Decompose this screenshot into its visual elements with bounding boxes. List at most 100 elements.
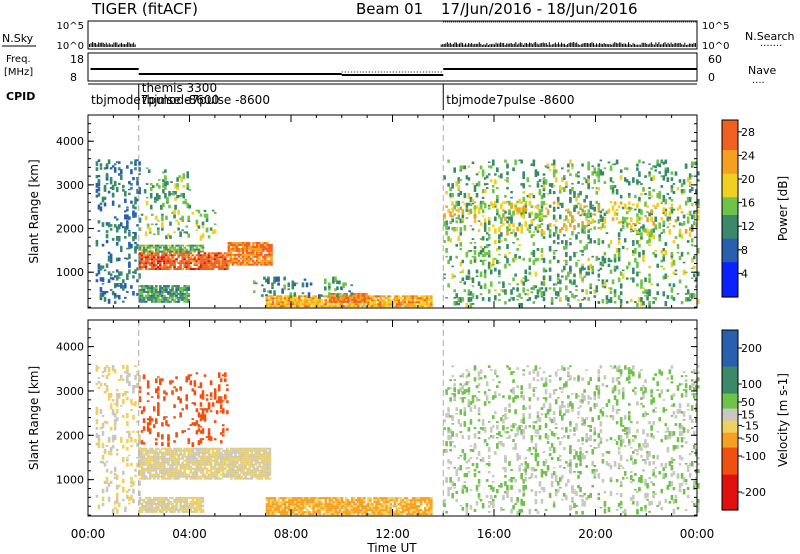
data-cell — [253, 253, 257, 256]
data-cell — [357, 296, 361, 299]
data-cell — [191, 418, 195, 421]
data-cell — [518, 302, 521, 307]
data-cell — [163, 262, 166, 265]
data-cell — [227, 242, 231, 245]
data-cell — [467, 177, 471, 181]
data-cell — [542, 230, 546, 236]
data-cell — [634, 223, 637, 225]
data-cell — [217, 264, 221, 267]
data-cell — [185, 498, 189, 501]
data-cell — [542, 179, 546, 185]
data-cell — [243, 247, 247, 250]
data-cell — [285, 301, 289, 304]
data-cell — [265, 294, 268, 297]
data-cell — [115, 508, 119, 514]
data-cell — [387, 301, 391, 304]
data-cell — [483, 259, 487, 262]
data-cell — [181, 510, 184, 513]
data-cell — [187, 473, 191, 476]
data-cell — [630, 299, 633, 303]
data-cell — [415, 299, 419, 302]
data-cell — [538, 179, 542, 182]
data-cell — [187, 262, 191, 265]
data-cell — [203, 447, 207, 450]
data-cell — [122, 486, 125, 493]
data-cell — [140, 449, 144, 452]
data-cell — [226, 384, 229, 387]
data-cell — [157, 219, 160, 222]
data-cell — [240, 455, 243, 458]
data-cell — [479, 293, 483, 296]
data-cell — [203, 457, 207, 460]
data-cell — [97, 263, 101, 270]
data-cell — [494, 200, 497, 206]
data-cell — [142, 447, 146, 450]
data-cell — [201, 244, 205, 247]
data-cell — [138, 161, 141, 166]
data-cell — [177, 209, 180, 215]
data-cell — [473, 215, 477, 219]
data-cell — [252, 471, 256, 474]
data-cell — [589, 283, 593, 288]
data-cell — [471, 238, 475, 241]
data-cell — [130, 186, 133, 190]
data-cell — [201, 449, 205, 452]
data-cell — [181, 504, 184, 507]
data-cell — [469, 259, 473, 265]
data-cell — [203, 473, 207, 476]
data-cell — [171, 496, 174, 499]
data-cell — [146, 260, 150, 263]
data-cell — [305, 282, 309, 288]
data-cell — [148, 459, 152, 462]
data-cell — [241, 257, 245, 260]
data-cell — [267, 290, 270, 293]
data-cell — [173, 500, 176, 503]
data-cell — [199, 426, 203, 428]
data-cell — [540, 213, 544, 215]
data-cell — [185, 502, 189, 505]
data-cell — [187, 467, 191, 470]
data-cell — [229, 247, 233, 250]
data-cell — [167, 287, 170, 290]
data-cell — [169, 250, 172, 253]
data-cell — [265, 299, 269, 302]
data-cell — [152, 449, 156, 452]
data-cell — [563, 265, 566, 271]
data-cell — [150, 254, 154, 257]
data-cell — [265, 503, 269, 506]
data-cell — [425, 303, 429, 306]
data-cell — [174, 190, 177, 195]
data-cell — [185, 300, 189, 303]
data-cell — [215, 471, 219, 474]
data-cell — [516, 209, 519, 215]
data-cell — [199, 382, 203, 387]
data-cell — [219, 252, 223, 255]
data-cell — [265, 301, 269, 304]
data-cell — [179, 469, 182, 472]
data-cell — [183, 467, 187, 470]
data-cell — [161, 434, 164, 440]
data-cell — [548, 234, 552, 238]
data-cell — [550, 297, 554, 303]
data-cell — [107, 255, 111, 261]
data-cell — [179, 252, 182, 255]
data-cell — [163, 289, 166, 291]
data-cell — [173, 246, 176, 249]
data-cell — [177, 473, 180, 476]
data-cell — [603, 217, 607, 220]
data-cell — [183, 285, 187, 288]
data-cell — [425, 301, 429, 304]
data-cell — [658, 236, 662, 242]
data-cell — [97, 438, 101, 445]
data-cell — [209, 252, 213, 255]
data-cell — [227, 263, 231, 266]
data-cell — [344, 282, 347, 286]
data-cell — [415, 301, 419, 304]
data-cell — [150, 451, 154, 454]
data-cell — [279, 299, 283, 302]
data-cell — [187, 233, 191, 238]
data-cell — [569, 291, 572, 293]
data-cell — [191, 250, 195, 253]
data-cell — [219, 378, 223, 381]
data-cell — [195, 453, 199, 456]
